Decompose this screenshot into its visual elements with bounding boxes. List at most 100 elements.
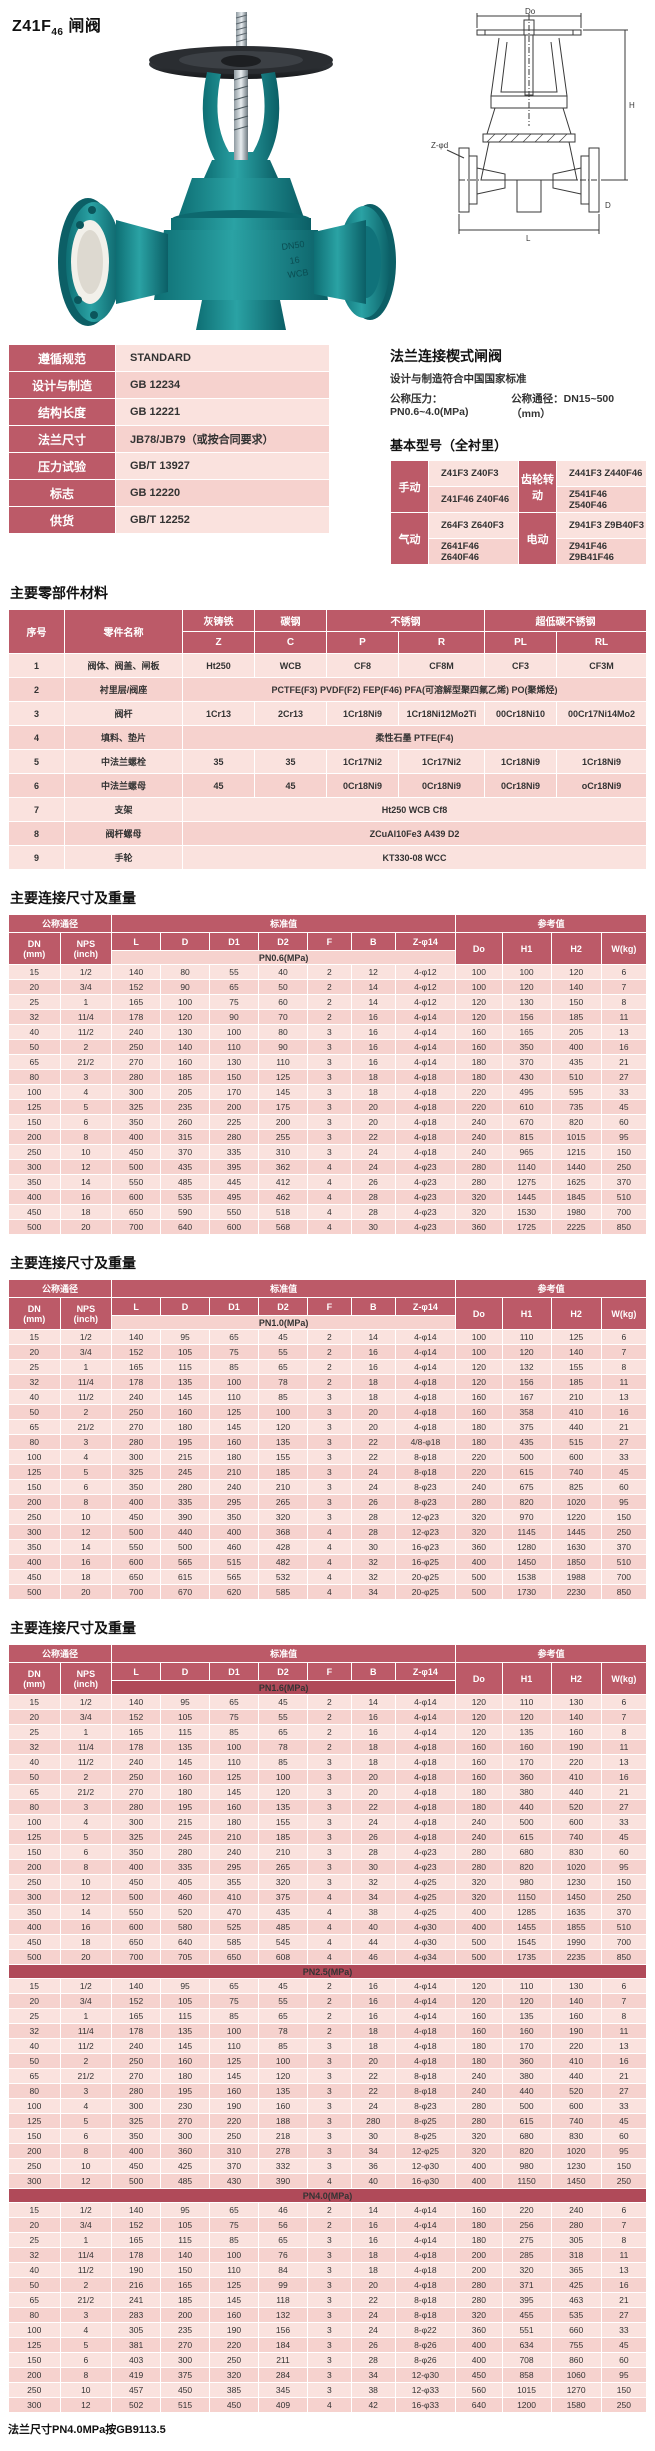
dim-cell: 120 <box>455 1993 503 2009</box>
dim-cell: 16 <box>350 1978 396 1994</box>
dim-cell: 440 <box>550 1419 602 1435</box>
dim-cell: 25 <box>8 1724 61 1740</box>
dim-cell: 105 <box>160 2217 211 2233</box>
dim-cell: 18 <box>59 1204 113 1220</box>
dim-cell: 180 <box>160 2068 211 2084</box>
table-row: 50 2 250 160 125 100 3 20 4-φ18 180 360 410 16 <box>8 2053 648 2069</box>
dim-cell: 210 <box>209 1829 259 1845</box>
dim-cell: 1060 <box>550 2367 602 2383</box>
dim-cell: 1 <box>59 1359 113 1375</box>
dim-cell: 7 <box>600 2217 648 2233</box>
dim-cell: 20 <box>59 1219 113 1235</box>
dim-cell: 858 <box>501 2367 552 2383</box>
dim-cell: 345 <box>258 2382 308 2398</box>
dim-cell: 550 <box>209 1204 259 1220</box>
dim-cell: 409 <box>258 2397 308 2413</box>
dim-cell: 150 <box>600 2158 648 2174</box>
dim-cell: 125 <box>8 1464 61 1480</box>
table-row: 65 21/2 270 160 130 110 3 16 4-φ14 180 370 435 21 <box>8 1054 648 1070</box>
material-value: 0Cr18Ni9 <box>398 773 485 798</box>
dim-cell: 76 <box>258 2247 308 2263</box>
dim-cell: 180 <box>455 1054 503 1070</box>
dim-cell: 22 <box>350 2083 396 2099</box>
group-header-reference: 参考值 <box>455 1644 647 1663</box>
dim-cell: 120 <box>455 1709 503 1725</box>
dim-cell: 26 <box>350 1829 396 1845</box>
dim-cell: 235 <box>160 1099 211 1115</box>
dim-cell: 200 <box>209 1099 259 1115</box>
dim-cell: 160 <box>455 1754 503 1770</box>
material-part-name: 阀杆螺母 <box>64 821 183 846</box>
pressure-band-row: PN2.5(MPa) <box>8 1964 647 1979</box>
dim-cell: 100 <box>8 1084 61 1100</box>
dim-cell: 2 <box>59 2277 113 2293</box>
dim-cell: 200 <box>8 2143 61 2159</box>
dim-cell: 4-φ18 <box>394 1814 457 1830</box>
col-header: Do <box>455 932 503 965</box>
dim-cell: 12-φ33 <box>394 2382 457 2398</box>
dim-cell: 5 <box>59 1829 113 1845</box>
spec-label: 供货 <box>8 506 116 534</box>
spec-row: 法兰尺寸 JB78/JB79（或按合同要求） <box>8 425 330 453</box>
dim-cell: 16 <box>350 1009 396 1025</box>
dim-cell: 140 <box>550 1709 602 1725</box>
dim-cell: 3/4 <box>59 979 113 995</box>
dim-cell: 600 <box>111 1189 162 1205</box>
dim-cell: 3 <box>306 1114 352 1130</box>
dim-cell: 670 <box>160 1584 211 1600</box>
dim-cell: 220 <box>455 1084 503 1100</box>
dim-cell: 120 <box>501 1993 552 2009</box>
dim-cell: 165 <box>111 1359 162 1375</box>
dim-cell: 140 <box>111 1978 162 1994</box>
col-header-dn: DN (mm) <box>8 1297 61 1330</box>
dim-cell: 130 <box>550 1978 602 1994</box>
dim-cell: 830 <box>550 2128 602 2144</box>
dim-cell: 4-φ14 <box>394 1329 457 1345</box>
dim-cell: 178 <box>111 1739 162 1755</box>
dim-cell: 16-φ30 <box>394 2173 457 2189</box>
dim-cell: 210 <box>258 1479 308 1495</box>
dim-cell: 160 <box>455 1769 503 1785</box>
dim-cell: 6 <box>59 1844 113 1860</box>
dim-cell: 30 <box>350 2128 396 2144</box>
dim-cell: 400 <box>8 1554 61 1570</box>
dim-cell: 4 <box>59 2098 113 2114</box>
dim-cell: 440 <box>501 2083 552 2099</box>
dim-cell: 22 <box>350 1799 396 1815</box>
dim-cell: 18 <box>350 2023 396 2039</box>
dim-cell: 218 <box>258 2128 308 2144</box>
dim-cell: 180 <box>455 1799 503 1815</box>
dim-cell: 21/2 <box>59 2068 113 2084</box>
dim-cell: 325 <box>111 2113 162 2129</box>
dim-cell: 820 <box>550 1114 602 1130</box>
right-flange <box>314 204 396 320</box>
material-no: 4 <box>8 725 65 750</box>
dim-cell: 26 <box>350 1494 396 1510</box>
col-header: W(kg) <box>600 932 648 965</box>
col-header: L <box>111 1297 162 1316</box>
dim-cell: 2 <box>306 1359 352 1375</box>
dim-cell: 650 <box>111 1204 162 1220</box>
dim-cell: 120 <box>455 1374 503 1390</box>
materials-row: 5 中法兰螺栓 35 35 1Cr17Ni2 1Cr17Ni2 1Cr18Ni9 1Cr18N… <box>8 749 647 774</box>
table-row: 80 3 280 195 160 135 3 22 8-φ18 240 440 520 27 <box>8 2083 648 2099</box>
dim-cell: 450 <box>8 1934 61 1950</box>
dim-cell: 450 <box>111 2158 162 2174</box>
dim-cell: 220 <box>209 2113 259 2129</box>
dim-cell: 2 <box>306 1374 352 1390</box>
dim-cell: 615 <box>501 2113 552 2129</box>
dim-cell: 755 <box>550 2337 602 2353</box>
dim-cell: 60 <box>600 1479 648 1495</box>
dim-cell: 280 <box>455 1174 503 1190</box>
dim-cell: 1015 <box>501 2382 552 2398</box>
dim-cell: 240 <box>111 1754 162 1770</box>
dim-cell: 740 <box>550 1829 602 1845</box>
dim-cell: 220 <box>550 2038 602 2054</box>
materials-row: 4 填料、垫片 柔性石墨 PTFE(F4) <box>8 725 647 750</box>
models-left-label: 手动 <box>390 460 429 513</box>
dim-table-title: 主要连接尺寸及重量 <box>10 1620 136 1636</box>
dim-cell: 78 <box>258 1739 308 1755</box>
dim-cell: 16 <box>600 1039 648 1055</box>
table-row: 300 12 500 460 410 375 4 34 4-φ25 320 1150 1450 250 <box>8 1889 648 1905</box>
spec-label: 压力试验 <box>8 452 116 480</box>
